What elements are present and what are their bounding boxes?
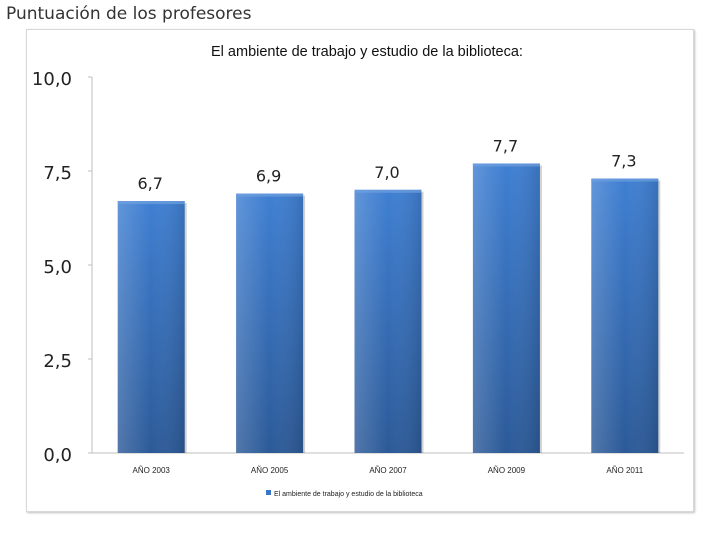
y-tick-label: 7,5 (43, 163, 72, 184)
data-label: 6,9 (256, 167, 281, 186)
y-tick-label: 0,0 (43, 445, 72, 466)
data-label: 7,7 (493, 136, 518, 155)
legend-swatch (266, 490, 271, 495)
legend-label: El ambiente de trabajo y estudio de la b… (274, 491, 423, 498)
bar-top-edge (236, 193, 304, 197)
y-tick-label: 2,5 (43, 351, 72, 372)
data-label: 7,0 (374, 163, 399, 182)
bar-highlight (591, 178, 659, 453)
x-tick-label: AÑO 2009 (488, 466, 526, 475)
data-label: 6,7 (137, 174, 162, 193)
legend: El ambiente de trabajo y estudio de la b… (266, 490, 423, 498)
x-tick-label: AÑO 2007 (369, 466, 407, 475)
bar-top-edge (472, 163, 540, 167)
bar-highlight (236, 193, 304, 453)
x-tick-label: AÑO 2011 (606, 466, 643, 475)
y-axis: 0,0 2,5 5,0 7,5 10,0 (32, 69, 684, 466)
data-label: 7,3 (611, 152, 636, 171)
chart-title: El ambiente de trabajo y estudio de la b… (211, 44, 523, 60)
bar-highlight (117, 201, 185, 453)
bar-top-edge (591, 178, 659, 182)
x-tick-label: AÑO 2003 (133, 466, 171, 475)
bar-highlight (472, 163, 540, 454)
bar-highlight (354, 189, 422, 454)
bars: 6,7 AÑO 2003 6,9 AÑO 2005 7,0 AÑO 2007 7,7 AÑO … (117, 136, 661, 475)
bar-top-edge (117, 201, 185, 205)
bar-top-edge (354, 189, 422, 193)
y-tick-label: 5,0 (43, 257, 72, 278)
page-title: Puntuación de los profesores (6, 4, 252, 24)
y-tick-label: 10,0 (32, 69, 72, 90)
x-tick-label: AÑO 2005 (251, 466, 289, 475)
